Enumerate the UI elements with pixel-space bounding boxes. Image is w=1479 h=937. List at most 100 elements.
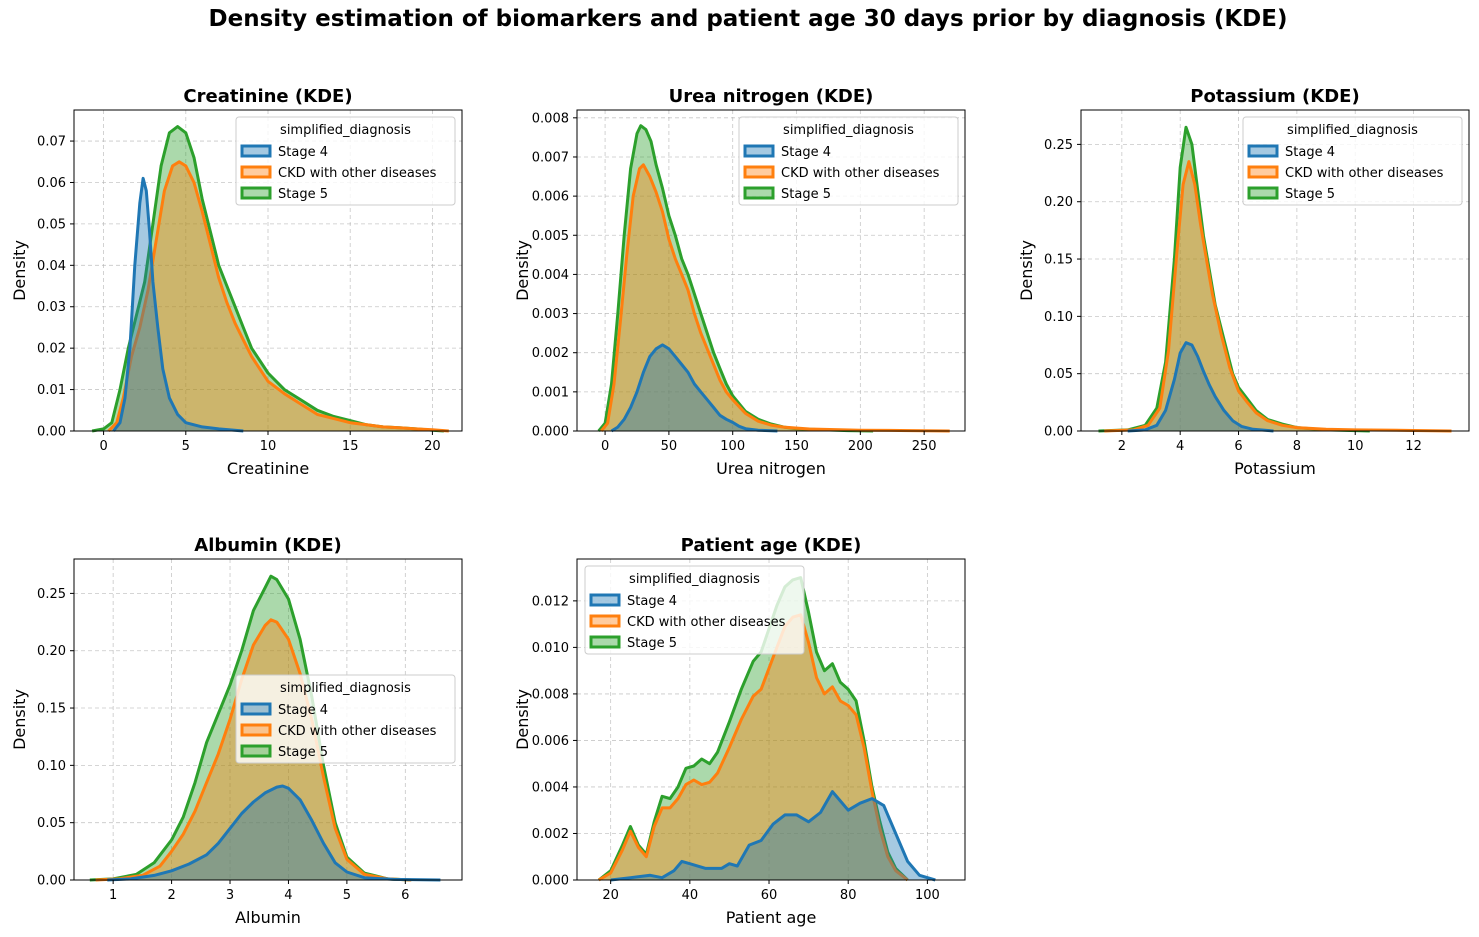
legend-label: Stage 4 [278, 703, 328, 718]
kde-area [601, 164, 950, 432]
y-tick-label: 0.000 [532, 425, 569, 440]
kde-line [95, 618, 412, 882]
plot-frame [576, 558, 966, 881]
y-axis-label: Density [10, 240, 29, 301]
kde-line [1104, 160, 1452, 433]
y-tick-label: 0.006 [532, 190, 569, 205]
kde-area [598, 125, 874, 431]
legend-label: CKD with other diseases [627, 615, 786, 630]
legend-swatch [589, 614, 621, 628]
legend-swatch [1247, 186, 1279, 200]
y-tick-label: 0.25 [1044, 138, 1073, 153]
y-axis-label: Density [1017, 240, 1036, 301]
y-tick-label: 0.001 [532, 385, 569, 400]
kde-area [108, 161, 449, 432]
y-axis-label: Density [10, 689, 29, 750]
chart-panel: 0 5 10 15 20 0.00 0.01 0.02 0.03 0.04 0.05 0.06 0.07… [10, 86, 463, 478]
legend: simplified_diagnosis Stage 4 CKD with othe… [1242, 116, 1463, 206]
kde-area [113, 178, 244, 431]
legend: simplified_diagnosis Stage 4 CKD with othe… [235, 116, 456, 206]
kde-area [1127, 342, 1274, 431]
x-tick-label: 50 [661, 439, 678, 454]
kde-area [610, 791, 936, 880]
kde-line [107, 784, 441, 882]
legend-title: simplified_diagnosis [280, 681, 411, 696]
legend-label: CKD with other diseases [1285, 166, 1444, 181]
legend-swatch [589, 635, 621, 649]
legend-label: Stage 4 [1285, 145, 1335, 160]
y-tick-label: 0.05 [37, 816, 66, 831]
legend-label: CKD with other diseases [781, 166, 940, 181]
kde-area [92, 126, 444, 431]
plot-frame [576, 109, 966, 432]
y-tick-label: 0.04 [37, 259, 66, 274]
kde-line [600, 163, 950, 433]
y-tick-label: 0.25 [37, 587, 66, 602]
legend: simplified_diagnosis Stage 4 CKD with othe… [584, 565, 805, 655]
y-tick-label: 0.002 [532, 827, 569, 842]
y-tick-label: 0.05 [1044, 367, 1073, 382]
y-tick-label: 0.07 [37, 135, 66, 150]
y-axis-label: Density [513, 240, 532, 301]
legend-box [235, 674, 456, 764]
legend-label: Stage 4 [278, 145, 328, 160]
x-tick-label: 100 [720, 439, 745, 454]
kde-area [1104, 161, 1452, 431]
legend-swatch [240, 702, 272, 716]
kde-area [611, 344, 778, 431]
y-tick-label: 0.004 [532, 780, 569, 795]
legend-label: CKD with other diseases [278, 166, 437, 181]
legend-swatch [240, 144, 272, 158]
x-tick-label: 150 [784, 439, 809, 454]
kde-line [107, 160, 449, 433]
legend-label: Stage 5 [1285, 187, 1335, 202]
legend-swatch [240, 165, 272, 179]
x-tick-label: 5 [343, 888, 351, 903]
legend-title: simplified_diagnosis [280, 123, 411, 138]
x-tick-label: 20 [424, 439, 441, 454]
subplot-title: Albumin (KDE) [194, 535, 341, 556]
x-tick-label: 40 [682, 888, 699, 903]
legend-swatch [589, 593, 621, 607]
x-tick-label: 20 [602, 888, 619, 903]
legend: simplified_diagnosis Stage 4 CKD with othe… [235, 674, 456, 764]
y-tick-label: 0.008 [532, 111, 569, 126]
x-axis-label: Creatinine [227, 459, 309, 478]
legend-label: Stage 5 [627, 636, 677, 651]
legend-swatch [240, 186, 272, 200]
x-tick-label: 10 [1347, 439, 1364, 454]
y-tick-label: 0.00 [37, 425, 66, 440]
y-tick-label: 0.01 [37, 383, 66, 398]
x-tick-label: 200 [848, 439, 873, 454]
legend-title: simplified_diagnosis [1287, 123, 1418, 138]
kde-line [598, 613, 909, 882]
x-tick-label: 15 [342, 439, 359, 454]
legend-swatch [743, 144, 775, 158]
legend-title: simplified_diagnosis [783, 123, 914, 138]
x-axis-label: Patient age [726, 908, 817, 927]
y-tick-label: 0.03 [37, 300, 66, 315]
y-tick-label: 0.10 [37, 759, 66, 774]
x-axis-label: Potassium [1234, 459, 1316, 478]
y-tick-label: 0.003 [532, 307, 569, 322]
kde-line [610, 790, 936, 882]
legend-title: simplified_diagnosis [629, 572, 760, 587]
x-tick-label: 1 [109, 888, 117, 903]
y-tick-label: 0.15 [37, 702, 66, 717]
legend-box [235, 116, 456, 206]
x-axis-label: Urea nitrogen [716, 459, 826, 478]
kde-line [610, 343, 778, 433]
y-tick-label: 0.02 [37, 342, 66, 357]
kde-area [107, 786, 441, 880]
x-tick-label: 8 [1293, 439, 1301, 454]
legend-swatch [743, 165, 775, 179]
y-tick-label: 0.20 [37, 644, 66, 659]
y-tick-label: 0.002 [532, 346, 569, 361]
x-tick-label: 60 [761, 888, 778, 903]
legend-label: Stage 5 [781, 187, 831, 202]
y-tick-label: 0.005 [532, 229, 569, 244]
x-tick-label: 3 [226, 888, 234, 903]
kde-area [598, 577, 908, 880]
kde-line [1127, 341, 1274, 433]
y-tick-label: 0.007 [532, 150, 569, 165]
